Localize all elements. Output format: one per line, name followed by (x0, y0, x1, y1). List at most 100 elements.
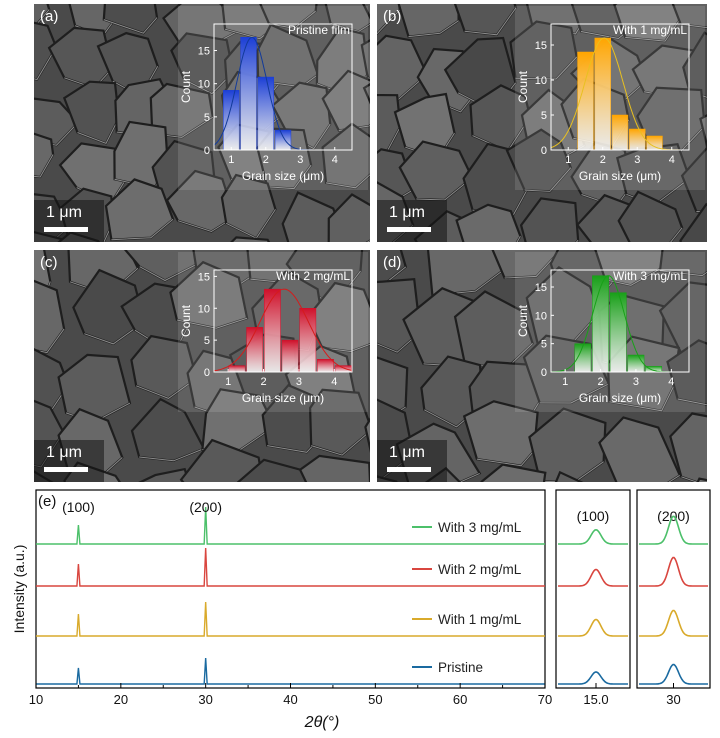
histogram-bar (594, 37, 611, 151)
grain-edge-highlight (34, 9, 50, 29)
histogram-bar (317, 359, 334, 373)
grain (377, 93, 402, 159)
grain (34, 279, 66, 354)
grain-edge-highlight (103, 17, 158, 34)
grain-edge-highlight (680, 23, 707, 29)
peak-label: (100) (62, 499, 95, 515)
grain (281, 191, 342, 242)
grain-edge-highlight (136, 377, 197, 399)
inset-title: Pristine film (288, 23, 350, 37)
x-tick-label: 2 (263, 154, 269, 166)
x-tick-label: 50 (368, 692, 382, 707)
x-tick-label: 1 (225, 376, 231, 388)
x-tick-label: 4 (331, 376, 337, 388)
y-tick-label: 10 (535, 75, 547, 87)
grain (298, 454, 370, 482)
x-tick-label: 1 (228, 154, 234, 166)
grain (377, 4, 401, 36)
histogram-bar (609, 292, 627, 373)
grain-edge-highlight (681, 476, 698, 482)
grain (480, 463, 547, 482)
axes-frame (550, 23, 690, 151)
y-tick-label: 10 (535, 310, 547, 322)
legend-label: With 3 mg/mL (438, 520, 522, 535)
scale-bar: 1 μm (34, 200, 104, 242)
grain-edge-highlight (464, 7, 517, 36)
grain (617, 190, 684, 242)
y-tick-label: 15 (198, 271, 210, 283)
scale-bar: 1 μm (34, 440, 104, 482)
histogram-bar (334, 365, 352, 373)
grain-edge-highlight (476, 450, 535, 467)
scale-bar-line (44, 467, 88, 472)
panel-label: (b) (383, 8, 402, 25)
grain (519, 197, 580, 242)
zoom-axes-frame (555, 489, 631, 689)
inset-hist-a: 0 5 10 15 1 2 3 4 Grain size (μm) Count Pristine f… (178, 6, 368, 190)
zoom-series-line (558, 528, 628, 545)
grain (377, 250, 408, 292)
grain-edge-highlight (34, 328, 65, 354)
scale-bar-line (387, 227, 431, 232)
axes-frame (213, 23, 353, 151)
grain (327, 193, 370, 242)
grain-edge-highlight (540, 461, 604, 482)
scale-bar: 1 μm (377, 440, 447, 482)
legend-label: With 1 mg/mL (438, 612, 522, 627)
legend-label: With 2 mg/mL (438, 562, 522, 577)
grain-edge-highlight (139, 448, 205, 462)
sem-panel-d: (d) 1 μm (377, 250, 707, 482)
histogram-bar (246, 327, 264, 373)
x-tick-label: 2 (260, 376, 266, 388)
grain-edge-highlight (377, 9, 401, 35)
x-tick-label: 2 (597, 376, 603, 388)
histogram-bar (274, 129, 292, 151)
grain (554, 470, 584, 482)
x-tick-label: 30 (666, 692, 680, 707)
histogram-bar (611, 114, 629, 151)
histogram-bar (281, 339, 299, 373)
fit-curve (213, 288, 353, 372)
grain-edge-highlight (34, 154, 54, 178)
grain-edge-highlight (34, 122, 79, 146)
y-tick-label: 15 (198, 46, 210, 58)
x-axis-label: Grain size (μm) (242, 391, 324, 405)
grain-edge-highlight (408, 20, 459, 38)
x-tick-label: 3 (297, 154, 303, 166)
grain (360, 39, 370, 80)
y-tick-label: 10 (198, 79, 210, 91)
y-tick-label: 15 (535, 282, 547, 294)
grain-edge-highlight (670, 227, 683, 242)
scale-bar-label: 1 μm (389, 444, 425, 461)
y-tick-label: 5 (204, 335, 210, 347)
scale-bar: 1 μm (377, 200, 447, 242)
zoom-series-line (558, 671, 628, 685)
scale-bar-label: 1 μm (389, 204, 425, 221)
x-tick-label: 3 (634, 154, 640, 166)
xrd-series-line (36, 601, 545, 637)
xrd-series-line (36, 547, 545, 587)
x-axis-label: 2θ(°) (304, 714, 340, 731)
histogram-bar (257, 76, 274, 151)
x-tick-label: 20 (114, 692, 128, 707)
histogram-bar (263, 288, 281, 373)
xrd-series-line (36, 657, 545, 685)
scale-bar-label: 1 μm (46, 444, 82, 461)
scale-bar-line (387, 467, 431, 472)
grain-edge-highlight (625, 17, 682, 42)
axes-frame (213, 269, 353, 373)
y-tick-label: 5 (541, 339, 547, 351)
panel-label: (d) (383, 254, 402, 271)
grain-edge-highlight (268, 10, 316, 29)
grain (362, 4, 370, 20)
grain (696, 477, 707, 482)
grain (397, 4, 460, 38)
histogram-chart: 0 5 10 15 1 2 3 4 Grain size (μm) Count With 1 mg/… (515, 6, 705, 190)
zoom-series-line (558, 618, 628, 637)
x-tick-label: 40 (283, 692, 297, 707)
zoom-series-line (639, 556, 708, 587)
xrd-chart: With 3 mg/mL With 2 mg/mL With 1 mg/mL Pris… (11, 489, 711, 731)
y-axis-label: Count (179, 70, 193, 103)
x-tick-label: 10 (29, 692, 43, 707)
zoom-series-line (639, 515, 708, 545)
